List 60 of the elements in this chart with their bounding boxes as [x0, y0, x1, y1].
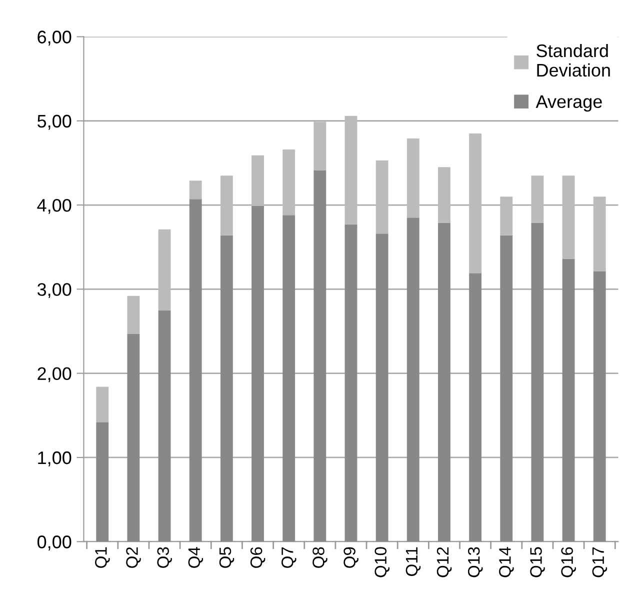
bar: [500, 235, 513, 542]
bar: [406, 218, 420, 542]
y-tick-label: 5,00: [38, 114, 72, 130]
legend-label: Standard Deviation: [536, 44, 610, 77]
x-tick-label: Q14: [499, 546, 514, 578]
bar: [220, 235, 233, 542]
bar: [438, 167, 450, 223]
bar: [189, 180, 202, 200]
y-tick-label: 2,00: [38, 367, 72, 382]
bar: [438, 222, 450, 542]
bar: [282, 215, 296, 542]
x-tick-label: Q1: [95, 547, 110, 568]
x-tick-label: Q2: [126, 547, 141, 568]
bar: [127, 296, 140, 334]
bar: [282, 149, 296, 216]
x-tick-label: Q3: [157, 547, 172, 568]
bar: [562, 258, 575, 542]
bar: [220, 176, 233, 236]
x-tick-label: Q12: [436, 547, 452, 578]
bar: [158, 229, 171, 310]
y-tick-label: 6,00: [38, 30, 72, 46]
x-tick-label: Q15: [530, 547, 545, 578]
bar: [376, 160, 388, 234]
x-tick-label: Q10: [374, 547, 390, 578]
x-tick-label: Q16: [561, 547, 576, 578]
y-tick-label: 0,00: [37, 536, 72, 550]
y-tick-label: 4,00: [37, 198, 72, 214]
x-tick-label: Q13: [468, 547, 483, 578]
bar: [252, 206, 264, 542]
bar: [96, 386, 109, 422]
x-tick-label: Q9: [344, 547, 358, 568]
bar: [376, 234, 388, 542]
bar: [406, 138, 420, 218]
x-tick-label: Q4: [188, 546, 204, 568]
bar: [96, 422, 109, 542]
bar: [469, 133, 482, 274]
bar: [344, 116, 358, 224]
bar: [500, 196, 513, 236]
x-tick-label: Q6: [250, 547, 266, 568]
bar: [314, 122, 326, 171]
bar: [314, 170, 326, 542]
x-tick-label: Q7: [282, 547, 296, 568]
bar: [158, 310, 171, 542]
bar: [531, 176, 544, 223]
bar: [531, 222, 544, 542]
bar: [252, 155, 264, 206]
bar: [469, 273, 482, 542]
legend-label: Average: [536, 95, 602, 112]
bar: [189, 199, 202, 542]
x-tick-label: Q8: [312, 547, 328, 568]
bar: [344, 224, 358, 542]
x-tick-label: Q17: [592, 547, 608, 578]
y-tick-label: 3,00: [37, 283, 72, 298]
bar: [562, 176, 575, 259]
y-tick-label: 1,00: [38, 451, 72, 466]
bar: [127, 334, 140, 542]
x-tick-label: Q11: [406, 547, 421, 576]
bar: [593, 272, 606, 542]
x-tick-label: Q5: [219, 547, 234, 568]
bar: [593, 196, 606, 272]
